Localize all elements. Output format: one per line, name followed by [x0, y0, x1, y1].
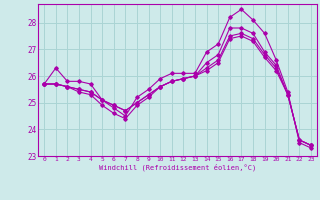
X-axis label: Windchill (Refroidissement éolien,°C): Windchill (Refroidissement éolien,°C) — [99, 164, 256, 171]
